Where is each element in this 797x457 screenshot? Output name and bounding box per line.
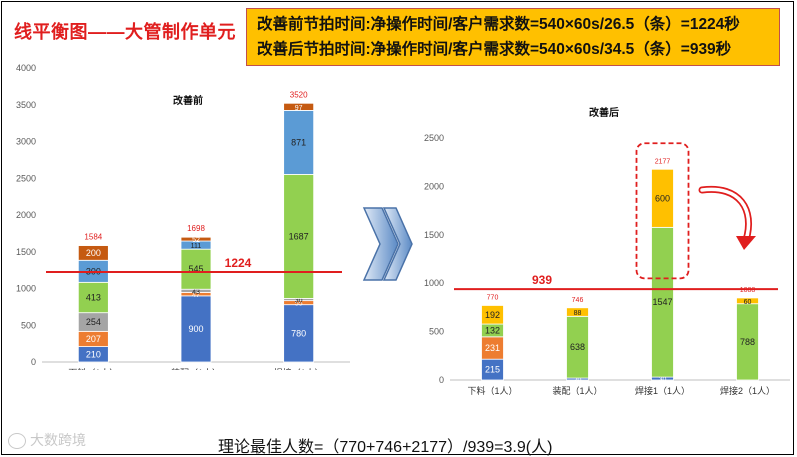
bar-segment	[77, 281, 109, 314]
bar-segment	[77, 245, 109, 261]
data-label: 55	[295, 301, 303, 308]
arrow-body	[698, 185, 753, 244]
x-tick-label: 下料（1人）	[467, 385, 517, 396]
data-label: 207	[86, 334, 101, 344]
data-label: 30	[295, 298, 303, 305]
data-label: 111	[191, 243, 202, 250]
takt-time-label: 1224	[225, 256, 252, 270]
bar-segment	[180, 295, 212, 363]
bar-segment	[283, 174, 315, 299]
chart-title: 改善后	[589, 106, 619, 119]
takt-time-label: 939	[532, 273, 552, 287]
total-label: 2177	[655, 158, 671, 165]
y-tick-label: 3500	[16, 100, 36, 110]
bar-segment	[481, 305, 504, 325]
y-tick-label: 2500	[424, 133, 444, 143]
formula-before: 改善前节拍时间:净操作时间/客户需求数=540×60s/26.5（条）=1224…	[257, 16, 740, 33]
data-label: 780	[291, 328, 306, 338]
y-tick-label: 500	[21, 320, 36, 330]
data-label: 52	[192, 237, 200, 244]
data-label: 1547	[652, 297, 672, 307]
x-tick-label: 下料（1人）	[68, 367, 118, 370]
x-tick-label: 焊接（1人）	[274, 367, 324, 370]
data-label: 638	[570, 342, 585, 352]
bar-segment	[283, 110, 315, 175]
y-tick-label: 0	[439, 375, 444, 385]
data-label: 30	[659, 377, 667, 384]
y-tick-label: 3000	[16, 137, 36, 147]
data-label: 788	[740, 337, 755, 347]
bar-segment	[566, 307, 589, 317]
x-tick-label: 装配（1人）	[171, 367, 221, 370]
data-label: 200	[86, 248, 101, 258]
optimal-headcount-note: 理论最佳人数=（770+746+2177）/939=3.9(人)	[218, 439, 553, 456]
y-tick-label: 1500	[424, 230, 444, 240]
total-label: 1698	[187, 224, 205, 233]
data-label: 132	[485, 325, 500, 335]
bar-segment	[180, 248, 212, 290]
data-label: 20	[574, 377, 582, 384]
y-tick-label: 1000	[16, 284, 36, 294]
bar-segment	[283, 102, 315, 111]
data-label: 47	[192, 292, 200, 299]
bar-segment	[180, 236, 212, 242]
takt-formula-box: 改善前节拍时间:净操作时间/客户需求数=540×60s/26.5（条）=1224…	[246, 8, 780, 66]
data-label: 210	[86, 349, 101, 359]
bar-segment	[651, 168, 674, 228]
chevron-right-icon	[362, 207, 399, 281]
arrow-body-inner	[700, 187, 751, 242]
watermark-text: 大数跨境	[30, 432, 86, 448]
total-label: 746	[572, 297, 584, 304]
data-label: 215	[485, 365, 500, 375]
transition-arrow	[362, 207, 413, 281]
rebalance-arrow-icon	[698, 185, 756, 250]
data-label: 88	[574, 310, 582, 317]
data-label: 231	[485, 343, 500, 353]
x-tick-label: 焊接1（1人）	[635, 385, 690, 396]
data-label: 97	[295, 105, 303, 112]
watermark: 大数跨境	[8, 430, 86, 450]
chart-before: 0 500 1000 1500 2000 2500 3000 3500 4000 改善前 210 20…	[16, 63, 350, 370]
chevron-right-icon	[382, 207, 413, 281]
x-tick-label: 装配（1人）	[552, 385, 602, 396]
data-label: 900	[188, 324, 203, 334]
y-tick-label: 2000	[424, 181, 444, 191]
data-label: 871	[291, 137, 306, 147]
data-label: 43	[192, 289, 200, 296]
y-tick-label: 500	[429, 327, 444, 337]
arrow-head	[736, 236, 756, 250]
data-label: 254	[86, 317, 101, 327]
formula-after: 改善后节拍时间:净操作时间/客户需求数=540×60s/34.5（条）=939秒	[257, 41, 732, 58]
y-tick-label: 0	[31, 357, 36, 367]
total-label: 770	[487, 294, 499, 301]
y-tick-label: 2000	[16, 210, 36, 220]
slide-title: 线平衡图——大管制作单元	[14, 22, 236, 42]
data-label: 545	[188, 264, 203, 274]
x-tick-label: 焊接2（1人）	[720, 385, 775, 396]
data-label: 1687	[289, 231, 309, 241]
chart-title: 改善前	[173, 94, 203, 107]
data-label: 600	[655, 193, 670, 203]
y-tick-label: 1500	[16, 247, 36, 257]
y-tick-label: 2500	[16, 173, 36, 183]
bottleneck-highlight	[635, 142, 690, 280]
total-label: 1088	[740, 287, 756, 294]
data-label: 60	[744, 299, 752, 306]
y-tick-label: 1000	[424, 278, 444, 288]
chart-after: 0 500 1000 1500 2000 2500 改善后 215 231 132 192 770 下料…	[424, 106, 790, 396]
watermark-logo-icon	[8, 433, 26, 450]
total-label: 3520	[290, 90, 308, 99]
total-label: 1584	[84, 233, 102, 242]
bar-segment	[736, 297, 759, 305]
bar-segment	[283, 304, 315, 363]
y-tick-label: 4000	[16, 63, 36, 73]
data-label: 192	[485, 310, 500, 320]
data-label: 413	[86, 293, 101, 303]
